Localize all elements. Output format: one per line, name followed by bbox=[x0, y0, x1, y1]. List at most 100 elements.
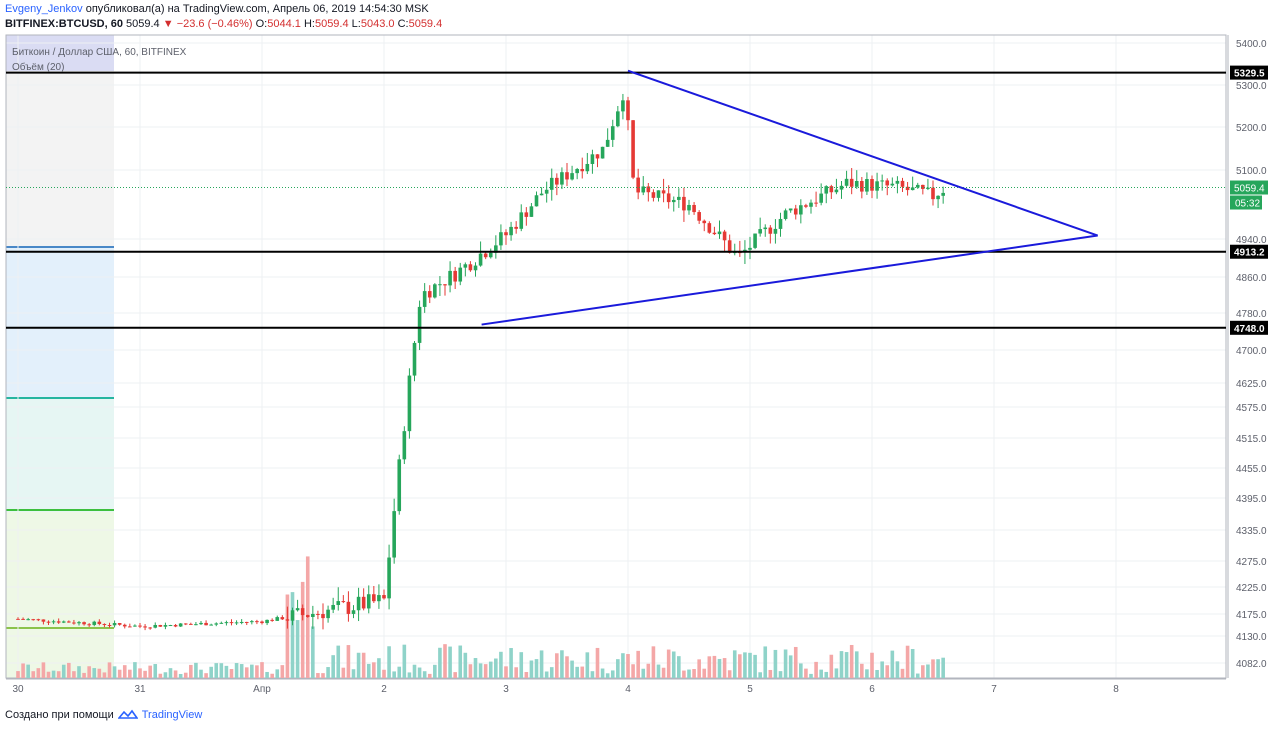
candle-body bbox=[773, 228, 778, 234]
volume-bar bbox=[839, 651, 844, 678]
candle-body bbox=[722, 231, 727, 241]
volume-bar bbox=[646, 663, 651, 678]
created-with-label: Создано при помощи bbox=[5, 709, 114, 721]
price-tick-label: 4225.0 bbox=[1236, 583, 1267, 594]
candle-body bbox=[36, 619, 41, 621]
candle-body bbox=[67, 621, 71, 623]
volume-bar bbox=[361, 652, 366, 678]
volume-bar bbox=[488, 661, 493, 678]
candle-body bbox=[885, 180, 890, 186]
candle-body bbox=[321, 614, 325, 619]
volume-bar bbox=[712, 655, 717, 678]
volume-bar bbox=[692, 669, 696, 678]
candle-body bbox=[102, 624, 107, 626]
time-tick-label: 5 bbox=[747, 684, 753, 695]
volume-bar bbox=[422, 671, 427, 678]
volume-bar bbox=[219, 663, 224, 678]
candle-body bbox=[839, 185, 844, 190]
volume-bar bbox=[590, 671, 595, 678]
volume-bar bbox=[51, 670, 56, 678]
volume-bar bbox=[189, 664, 193, 678]
volume-bar bbox=[636, 650, 640, 678]
candle-body bbox=[575, 168, 579, 174]
time-tick-label: 7 bbox=[991, 684, 997, 695]
volume-bar bbox=[102, 672, 107, 678]
triangle-upper-line[interactable] bbox=[627, 69, 1099, 237]
candle-body bbox=[534, 195, 539, 207]
candle-body bbox=[311, 613, 315, 617]
candle-body bbox=[915, 184, 920, 188]
triangle-lower-line[interactable] bbox=[481, 234, 1098, 326]
volume-bar bbox=[575, 666, 579, 678]
volume-bar bbox=[275, 669, 280, 678]
candle-body bbox=[158, 624, 163, 627]
volume-bar bbox=[768, 669, 773, 678]
volume-bar bbox=[651, 646, 656, 678]
volume-bar bbox=[117, 669, 122, 678]
candle-body bbox=[671, 199, 676, 203]
volume-bar bbox=[326, 667, 330, 678]
price-tick-label: 5100.0 bbox=[1236, 166, 1267, 177]
volume-bar bbox=[280, 665, 285, 678]
volume-bar bbox=[463, 652, 468, 678]
high-value: 5059.4 bbox=[314, 18, 349, 30]
volume-bar bbox=[107, 662, 112, 678]
candle-body bbox=[834, 189, 839, 193]
candle-body bbox=[412, 342, 417, 376]
candle-body bbox=[265, 619, 269, 624]
price-tick-label: 4625.0 bbox=[1236, 379, 1267, 390]
volume-bar bbox=[641, 668, 646, 678]
volume-bar bbox=[682, 670, 686, 678]
volume-bar bbox=[758, 672, 762, 678]
candle-body bbox=[46, 621, 51, 623]
volume-bar bbox=[372, 662, 376, 678]
tradingview-brand-link[interactable]: TradingView bbox=[141, 709, 203, 721]
price-tick-label: 4940.0 bbox=[1236, 235, 1267, 246]
volume-bar bbox=[631, 664, 635, 678]
candle-body bbox=[494, 245, 498, 253]
candle-body bbox=[173, 625, 178, 627]
last-price-label-bg bbox=[1230, 180, 1268, 195]
candle-body bbox=[758, 229, 762, 234]
volume-bar bbox=[738, 654, 742, 678]
volume-bar bbox=[427, 673, 432, 678]
candle-body bbox=[133, 625, 137, 627]
volume-bar bbox=[77, 666, 81, 678]
volume-bar bbox=[346, 645, 351, 678]
volume-bar bbox=[844, 652, 849, 678]
candle-body bbox=[372, 594, 376, 602]
candle-body bbox=[661, 190, 666, 194]
candle-body bbox=[163, 625, 168, 627]
author-link[interactable]: Evgeny_Jenkov bbox=[5, 3, 83, 15]
candle-body bbox=[194, 624, 198, 626]
volume-bar bbox=[417, 667, 422, 678]
volume-bar bbox=[788, 655, 793, 678]
candle-body bbox=[392, 511, 396, 558]
candle-body bbox=[366, 594, 371, 609]
candle-body bbox=[514, 226, 518, 229]
price-tick-label: 5300.0 bbox=[1236, 81, 1267, 92]
volume-bar bbox=[722, 658, 727, 678]
candle-body bbox=[712, 232, 717, 235]
candle-body bbox=[377, 595, 381, 602]
candle-body bbox=[448, 270, 452, 286]
candle-body bbox=[631, 120, 635, 178]
candle-body bbox=[900, 180, 905, 187]
candle-body bbox=[544, 189, 549, 194]
volume-bar bbox=[163, 672, 168, 678]
candle-body bbox=[336, 601, 341, 605]
volume-bar bbox=[819, 669, 823, 678]
volume-legend: Объём (20) bbox=[12, 61, 64, 73]
level-label: 4913.2 bbox=[1234, 248, 1265, 259]
candle-body bbox=[788, 208, 793, 211]
candle-body bbox=[809, 202, 813, 207]
volume-bar bbox=[72, 671, 76, 678]
profile-band-green bbox=[6, 512, 114, 678]
published-text: опубликовал(а) на TradingView.com, Апрел… bbox=[85, 3, 429, 15]
volume-bar bbox=[311, 626, 315, 678]
volume-bar bbox=[870, 652, 874, 678]
candle-body bbox=[87, 624, 91, 626]
candle-body bbox=[860, 180, 864, 192]
volume-bar bbox=[936, 659, 940, 678]
